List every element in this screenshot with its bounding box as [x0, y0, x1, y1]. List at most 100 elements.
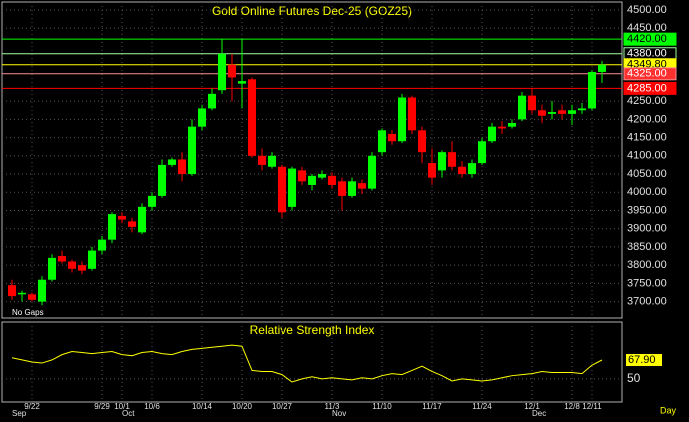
candle-body: [118, 215, 126, 220]
candle-body: [278, 166, 286, 213]
x-tick-label: 9/22: [24, 402, 40, 411]
candle-body: [38, 279, 46, 302]
x-tick-label: 12/1: [524, 402, 540, 411]
candle-body: [398, 97, 406, 142]
candle-body: [378, 130, 386, 153]
x-tick-label: 11/24: [472, 402, 492, 411]
candle-body: [238, 81, 246, 84]
x-tick-label: 9/29: [94, 402, 110, 411]
candle-body: [518, 95, 526, 120]
y-tick-label: 4100.00: [627, 150, 667, 162]
x-tick-label: 10/14: [192, 402, 213, 411]
y-tick-label: 4250.00: [627, 95, 667, 107]
candle-body: [528, 95, 536, 111]
candle-body: [288, 168, 296, 207]
candle-body: [408, 97, 416, 131]
candle-body: [578, 108, 586, 111]
y-tick-label: 4000.00: [627, 186, 667, 198]
candle-body: [48, 257, 56, 280]
candle-body: [8, 285, 16, 297]
rsi-line: [11, 344, 603, 383]
x-tick-label: 11/10: [372, 402, 392, 411]
candle-body: [458, 166, 466, 175]
candle-body: [388, 133, 396, 142]
month-label: Sep: [12, 409, 27, 418]
candle-body: [218, 53, 226, 91]
candle-body: [548, 112, 556, 114]
candle-body: [108, 214, 116, 240]
candle-body: [368, 155, 376, 189]
level-label: 4325.00: [627, 68, 667, 80]
x-tick-label: 11/3: [325, 402, 341, 411]
candle-body: [418, 130, 426, 153]
candle-body: [298, 170, 306, 182]
candle-body: [78, 265, 86, 271]
rsi-label-bg: [626, 354, 662, 366]
candle-body: [248, 79, 256, 156]
candle-body: [128, 221, 136, 227]
rsi-title: Relative Strength Index: [250, 323, 375, 337]
y-tick-label: 4450.00: [627, 22, 667, 34]
candle-body: [478, 141, 486, 164]
month-label: Nov: [332, 409, 346, 418]
x-tick-label: 10/27: [272, 402, 293, 411]
candle-body: [538, 110, 546, 116]
y-tick-label: 3700.00: [627, 296, 667, 308]
x-tick-label: 11/17: [422, 402, 442, 411]
candle-body: [328, 175, 336, 185]
rsi-tick-label: 50: [627, 371, 641, 385]
candle-body: [88, 250, 96, 269]
candle-body: [498, 126, 506, 129]
month-label: Dec: [532, 409, 546, 418]
note: No Gaps: [12, 308, 44, 317]
y-tick-label: 3900.00: [627, 223, 667, 235]
level-label-bg: [623, 32, 677, 46]
candle-body: [198, 108, 206, 127]
candle-body: [598, 64, 606, 72]
candle-body: [558, 110, 566, 114]
candle-body: [358, 183, 366, 189]
candle-body: [68, 261, 76, 269]
y-tick-label: 3750.00: [627, 277, 667, 289]
rsi-value-label: 67.90: [628, 354, 656, 366]
candle-body: [568, 110, 576, 114]
candle-body: [168, 159, 176, 165]
x-tick-label: 10/1: [114, 402, 130, 411]
level-label-bg: [623, 81, 677, 95]
x-unit: Day: [660, 405, 677, 415]
candle-body: [488, 126, 496, 142]
x-tick-label: 12/8: [564, 402, 580, 411]
y-tick-label: 3950.00: [627, 204, 667, 216]
candle-body: [58, 256, 66, 262]
y-tick-label: 3800.00: [627, 259, 667, 271]
candle-body: [98, 239, 106, 251]
level-label: 4380.00: [627, 48, 667, 60]
candle-body: [438, 152, 446, 171]
x-tick-label: 12/11: [582, 402, 602, 411]
level-label: 4420.00: [627, 33, 667, 45]
candle-body: [178, 159, 186, 175]
price-panel: [1, 1, 623, 319]
candle-body: [158, 164, 166, 196]
level-label-bg: [623, 67, 677, 81]
y-tick-label: 4050.00: [627, 168, 667, 180]
candle-body: [148, 195, 156, 207]
candle-body: [348, 181, 356, 196]
candle-body: [338, 181, 346, 196]
level-label: 4285.00: [627, 82, 667, 94]
x-tick-label: 10/20: [232, 402, 253, 411]
chart-title: Gold Online Futures Dec-25 (GOZ25): [212, 4, 412, 18]
y-tick-label: 4150.00: [627, 131, 667, 143]
candle-body: [318, 174, 326, 178]
rsi-panel: [1, 321, 623, 403]
candle-body: [208, 93, 216, 109]
candle-body: [188, 126, 196, 175]
candle-body: [588, 71, 596, 109]
candle-body: [138, 206, 146, 233]
candle-body: [448, 152, 456, 167]
candle-body: [268, 155, 276, 167]
candle-body: [28, 294, 36, 300]
y-tick-label: 3850.00: [627, 241, 667, 253]
candle-body: [468, 163, 476, 175]
